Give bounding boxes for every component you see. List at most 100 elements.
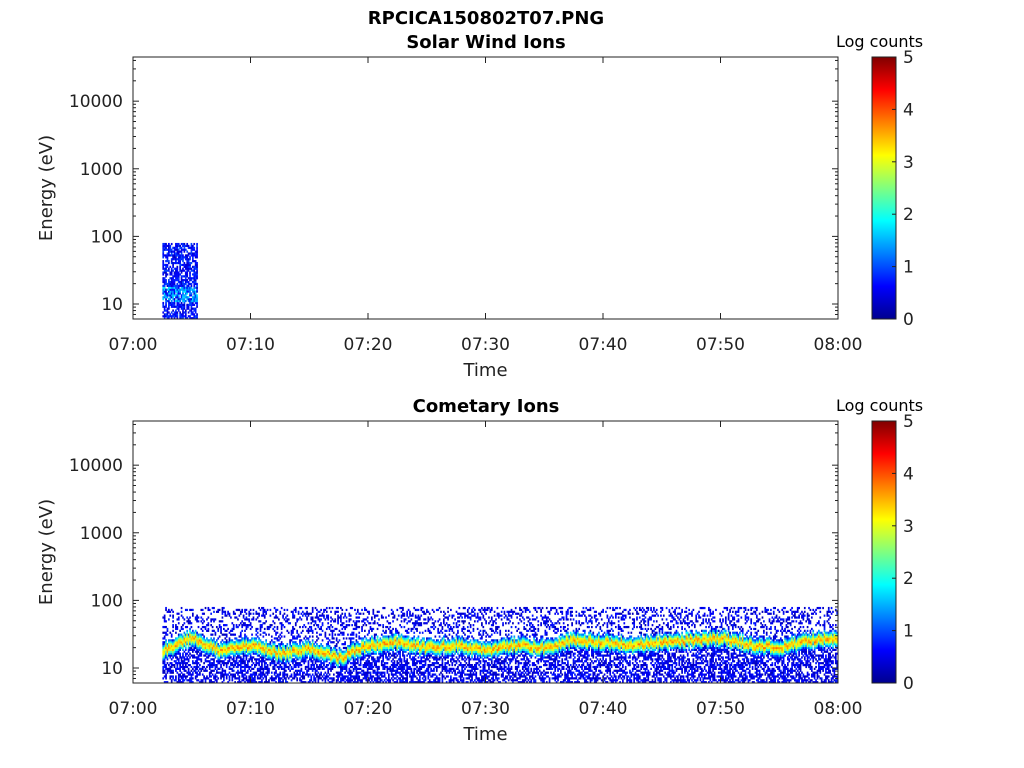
spectrogram-cell [426,652,428,655]
spectrogram-cell [225,663,228,667]
spectrogram-cell [190,311,193,314]
spectrogram-cell [354,648,356,651]
spectrogram-cell [220,673,222,676]
spectrogram-cell [293,673,296,676]
spectrogram-cell [266,608,269,612]
spectrogram-cell [352,644,355,648]
spectrogram-cell [191,637,194,640]
spectrogram-cell [437,677,440,680]
spectrogram-cell [292,646,294,650]
spectrogram-cell [196,244,198,248]
spectrogram-cell [191,644,194,648]
spectrogram-cell [251,641,253,644]
spectrogram-cell [265,612,268,615]
spectrogram-cell [331,650,334,653]
spectrogram-cell [389,637,392,640]
spectrogram-cell [407,643,410,646]
spectrogram-cell [428,652,431,655]
spectrogram-cell [294,652,297,655]
spectrogram-cell [387,622,390,625]
spectrogram-cell [309,625,311,629]
spectrogram-cell [172,292,174,295]
spectrogram-cell [162,246,165,249]
spectrogram-cell [190,303,193,306]
spectrogram-cell [182,258,184,261]
spectrogram-cell [190,301,193,305]
spectrogram-cell [290,660,293,663]
spectrogram-cell [191,311,194,314]
spectrogram-cell [172,641,174,644]
spectrogram-cell [186,286,189,289]
spectrogram-cell [208,663,211,667]
spectrogram-cell [304,648,307,651]
spectrogram-cell [169,654,172,657]
spectrogram-cell [356,679,359,682]
spectrogram-cell [426,669,428,672]
spectrogram-cell [258,673,260,676]
spectrogram-cell [207,639,210,642]
spectrogram-cell [306,641,308,644]
spectrogram-cell [196,275,198,278]
spectrogram-cell [266,648,269,651]
spectrogram-cell [332,629,335,632]
spectrogram-cell [347,644,349,648]
spectrogram-cell [241,652,244,655]
spectrogram-cell [190,631,193,634]
spectrogram-cell [340,679,342,682]
spectrogram-cell [196,298,198,301]
spectrogram-cell [277,673,280,676]
spectrogram-cell [197,633,200,636]
spectrogram-cell [372,660,375,663]
spectrogram-cell [277,681,280,683]
spectrogram-cell [193,284,196,287]
spectrogram-cell [323,667,325,670]
y-tick-label: 100 [91,227,123,247]
spectrogram-cell [255,627,258,631]
spectrogram-cell [177,639,180,642]
spectrogram-cell [285,681,287,683]
spectrogram-cell [168,254,170,257]
spectrogram-cell [206,646,208,650]
spectrogram-cell [382,629,385,632]
spectrogram-cell [163,317,166,319]
spectrogram-cell [170,675,173,678]
spectrogram-cell [307,665,310,669]
spectrogram-cell [217,667,220,670]
spectrogram-cell [417,641,420,644]
spectrogram-cell [311,646,314,650]
spectrogram-cell [175,286,177,289]
spectrogram-cell [403,681,406,683]
spectrogram-cell [382,656,385,659]
spectrogram-cell [399,665,401,669]
spectrogram-cell [338,673,341,676]
spectrogram-cell [207,627,210,631]
spectrogram-cell [275,652,277,655]
spectrogram-cell [254,681,256,683]
spectrogram-cell [424,662,427,665]
spectrogram-cell [424,679,427,682]
spectrogram-cell [347,656,349,659]
spectrogram-cell [217,646,220,650]
spectrogram-cell [406,654,409,657]
spectrogram-cell [372,608,375,612]
spectrogram-cell [348,650,351,653]
spectrogram-cell [265,639,268,642]
spectrogram-cell [380,671,383,674]
spectrogram-cell [402,648,404,651]
spectrogram-cell [328,677,331,680]
spectrogram-cell [356,675,359,678]
spectrogram-cell [191,277,194,280]
spectrogram-cell [168,299,170,303]
spectrogram-cell [197,656,200,659]
spectrogram-cell [169,315,172,318]
spectrogram-cell [294,606,297,610]
spectrogram-cell [355,681,358,683]
spectrogram-cell [351,646,354,650]
spectrogram-cell [294,669,297,672]
spectrogram-cell [184,608,187,612]
spectrogram-cell [396,648,399,651]
colorbar-tick-label: 2 [903,205,914,225]
spectrogram-cell [378,624,380,627]
spectrogram-cell [364,654,366,657]
spectrogram-cell [217,643,220,646]
